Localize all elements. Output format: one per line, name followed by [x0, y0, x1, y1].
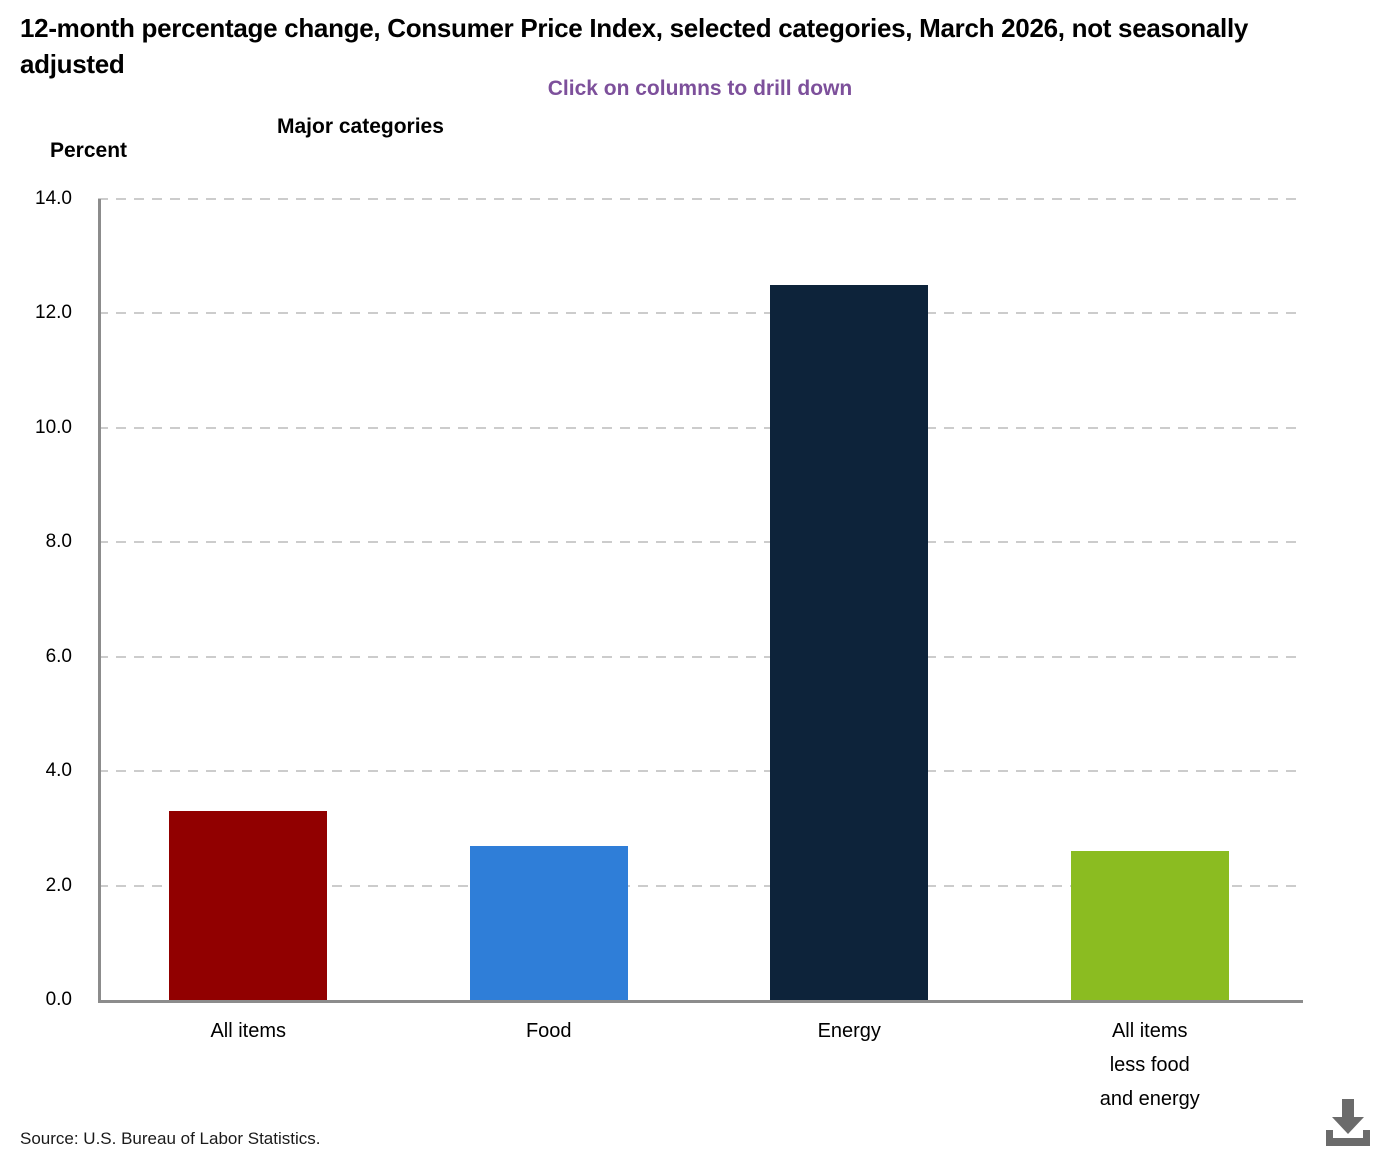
x-axis-label-all-items-less-food-and-energy: All items less food and energy [1099, 1020, 1200, 1110]
x-axis-label-all-items: All items [210, 1020, 287, 1042]
y-axis-tick-label: 10.0 [35, 416, 72, 438]
gridline-4.0 [98, 770, 1300, 773]
x-axis-line [98, 1000, 1303, 1003]
y-axis-title: Percent [50, 139, 128, 162]
chart-title: 12-month percentage change, Consumer Pri… [20, 13, 1249, 79]
y-axis-line [98, 199, 101, 1003]
bar-all-items[interactable] [169, 811, 328, 1000]
gridline-12.0 [98, 312, 1300, 315]
y-axis-tick-label: 4.0 [45, 760, 72, 782]
y-axis-tick-label: 12.0 [35, 302, 72, 324]
gridline-14.0 [98, 198, 1300, 200]
gridline-10.0 [98, 426, 1300, 429]
y-axis-tick-label: 6.0 [45, 645, 72, 667]
bar-food[interactable] [469, 845, 628, 1000]
gridline-8.0 [98, 541, 1300, 544]
y-axis-tick-label: 2.0 [45, 874, 72, 896]
y-axis-tick-label: 0.0 [45, 989, 72, 1010]
x-axis-label-energy: Energy [817, 1020, 881, 1042]
bar-energy[interactable] [770, 284, 929, 1000]
download-button[interactable] [1326, 1099, 1370, 1146]
y-axis-tick-label: 14.0 [35, 188, 72, 209]
x-axis-labels: All items Food Energy All items less food a… [98, 1014, 1300, 1134]
bar-all-items-less-food-and-energy[interactable] [1070, 851, 1229, 1000]
y-axis-tick-labels: 0.0 2.0 4.0 6.0 8.0 10.0 12.0 14.0 [0, 188, 72, 1010]
source-note: Source: U.S. Bureau of Labor Statistics. [20, 1129, 321, 1148]
y-axis-tick-label: 8.0 [45, 531, 72, 553]
gridline-2.0 [98, 884, 1300, 887]
download-icon [1326, 1099, 1370, 1146]
plot-area [98, 198, 1300, 1000]
gridline-6.0 [98, 655, 1300, 658]
x-axis-group-label: Major categories [277, 115, 444, 138]
drilldown-hint: Click on columns to drill down [547, 77, 853, 100]
x-axis-label-food: Food [525, 1020, 572, 1042]
